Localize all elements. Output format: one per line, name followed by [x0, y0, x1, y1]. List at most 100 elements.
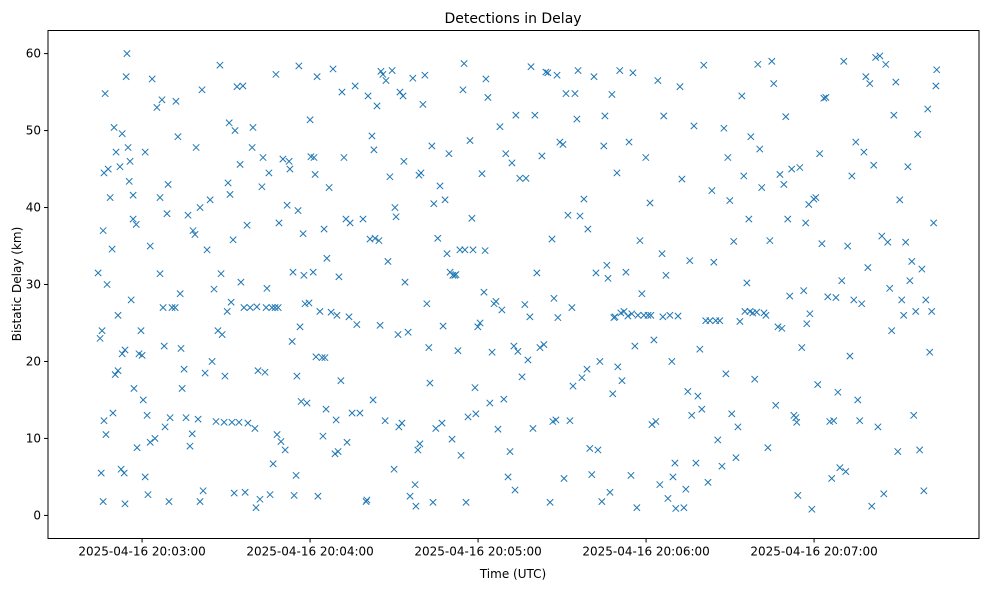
- data-point: [221, 372, 229, 380]
- data-point: [391, 203, 399, 212]
- data-point: [482, 75, 490, 83]
- data-point: [159, 304, 167, 312]
- data-point: [686, 257, 694, 265]
- data-point: [101, 90, 109, 98]
- data-point: [714, 436, 722, 444]
- data-point: [132, 220, 140, 229]
- data-point: [736, 317, 744, 325]
- data-point: [266, 491, 274, 499]
- data-point: [112, 148, 120, 156]
- data-point: [754, 60, 762, 68]
- data-point: [676, 83, 684, 91]
- data-point: [664, 494, 672, 503]
- data-point: [382, 76, 390, 85]
- data-point: [854, 396, 862, 404]
- data-point: [229, 236, 237, 244]
- data-point: [850, 296, 858, 304]
- data-point: [531, 111, 539, 119]
- data-point: [423, 300, 431, 308]
- data-point: [538, 152, 546, 160]
- data-point: [884, 238, 892, 246]
- data-point: [390, 465, 398, 473]
- data-point: [502, 150, 510, 158]
- data-point: [364, 92, 372, 100]
- data-point: [666, 311, 674, 319]
- data-point: [329, 65, 337, 73]
- data-point: [106, 193, 114, 202]
- data-point: [918, 265, 926, 273]
- data-point: [492, 297, 500, 305]
- data-point: [98, 327, 106, 335]
- data-point: [439, 322, 447, 330]
- data-point: [688, 411, 696, 419]
- data-point: [830, 417, 838, 425]
- data-point: [564, 211, 572, 219]
- data-point: [283, 201, 291, 209]
- y-tick-label: 40: [26, 201, 41, 215]
- data-point: [751, 375, 759, 383]
- data-point: [794, 491, 802, 499]
- data-point: [432, 424, 440, 432]
- data-point: [192, 143, 200, 152]
- data-point: [498, 306, 506, 314]
- data-point: [141, 473, 149, 481]
- data-point: [261, 368, 269, 376]
- data-point: [97, 469, 105, 477]
- data-point: [882, 60, 890, 68]
- data-point: [772, 401, 780, 409]
- data-point: [164, 180, 172, 188]
- data-point: [320, 225, 328, 233]
- data-point: [762, 311, 770, 319]
- data-point: [518, 373, 526, 381]
- data-point: [443, 250, 451, 258]
- data-point: [710, 258, 718, 266]
- data-point: [546, 498, 554, 506]
- data-point: [604, 274, 612, 282]
- data-point: [770, 80, 778, 88]
- data-point: [327, 308, 335, 316]
- data-point: [590, 73, 598, 81]
- data-point: [638, 290, 646, 298]
- data-point: [922, 296, 930, 304]
- data-point: [125, 177, 133, 185]
- data-point: [774, 323, 782, 331]
- data-point: [862, 73, 870, 81]
- data-point: [510, 342, 518, 350]
- data-point: [239, 82, 247, 90]
- data-point: [656, 481, 664, 489]
- data-point: [297, 397, 305, 406]
- data-point: [933, 66, 941, 74]
- data-point: [574, 66, 582, 75]
- data-point: [802, 219, 810, 227]
- data-point: [586, 444, 594, 452]
- data-point: [345, 313, 353, 321]
- data-point: [511, 486, 519, 494]
- y-tick-label: 10: [26, 431, 41, 445]
- data-point: [274, 304, 282, 312]
- data-point: [110, 123, 118, 132]
- data-point: [379, 70, 387, 78]
- data-point: [414, 446, 422, 454]
- data-point: [600, 142, 608, 150]
- data-point: [894, 447, 902, 456]
- data-point: [644, 311, 652, 319]
- data-point: [156, 193, 164, 202]
- data-point: [874, 423, 882, 431]
- data-point: [368, 132, 376, 140]
- data-point: [740, 172, 748, 180]
- data-point: [428, 142, 436, 150]
- data-point: [171, 304, 179, 312]
- data-point: [448, 435, 456, 443]
- data-point: [369, 396, 377, 404]
- data-point: [533, 269, 541, 277]
- data-point: [603, 261, 611, 269]
- chart-title: Detections in Delay: [444, 11, 581, 27]
- data-point: [99, 498, 107, 506]
- data-point: [778, 324, 786, 332]
- data-point: [114, 311, 122, 319]
- data-point: [571, 90, 579, 98]
- data-point: [191, 230, 199, 239]
- data-point: [844, 242, 852, 250]
